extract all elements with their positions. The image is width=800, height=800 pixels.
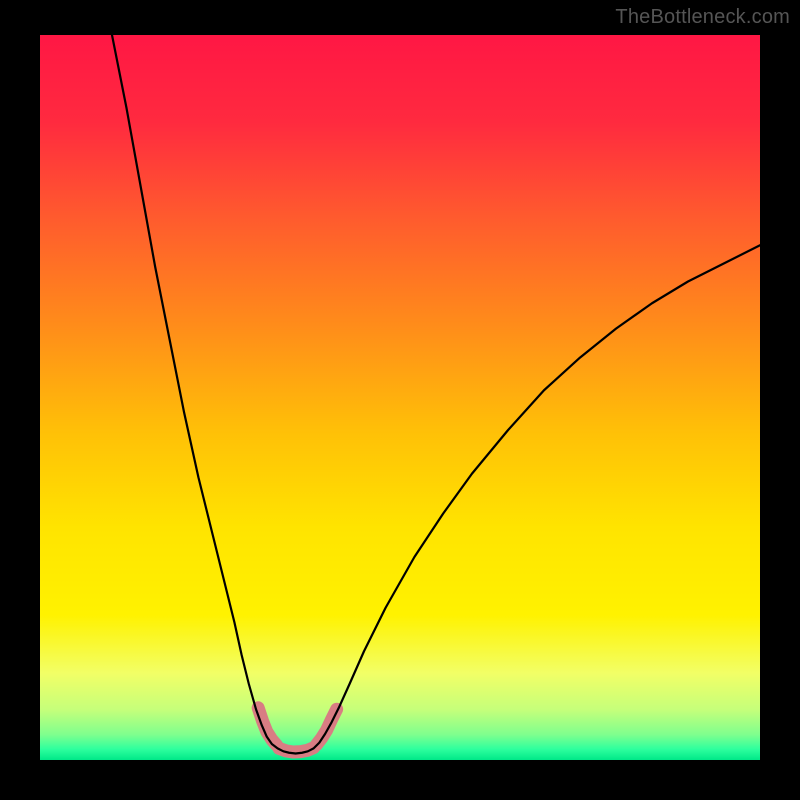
highlight-right_segment xyxy=(316,709,336,745)
plot-area xyxy=(40,35,760,760)
watermark-text: TheBottleneck.com xyxy=(615,6,790,29)
highlight-markers xyxy=(258,708,336,752)
chart-container: TheBottleneck.com xyxy=(0,0,800,800)
bottleneck-curve xyxy=(112,35,760,753)
highlight-left_segment xyxy=(258,708,277,746)
curves-layer xyxy=(40,35,760,760)
